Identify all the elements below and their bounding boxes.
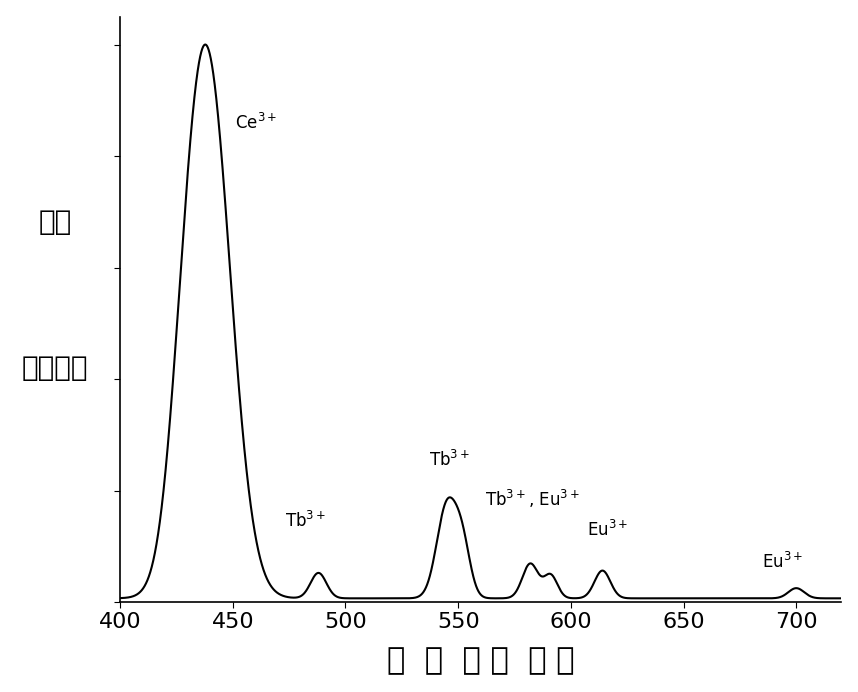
Text: Tb$^{3+}$: Tb$^{3+}$ [285,511,326,531]
Text: Eu$^{3+}$: Eu$^{3+}$ [763,552,804,572]
Text: Tb$^{3+}$: Tb$^{3+}$ [429,450,470,470]
Text: Ce$^{3+}$: Ce$^{3+}$ [235,113,277,133]
Text: Tb$^{3+}$, Eu$^{3+}$: Tb$^{3+}$, Eu$^{3+}$ [486,488,580,510]
Text: 光致: 光致 [39,208,72,235]
Text: 发光强度: 发光强度 [22,354,88,382]
X-axis label: 波  长  （ 纳  米 ）: 波 长 （ 纳 米 ） [387,646,575,675]
Text: Eu$^{3+}$: Eu$^{3+}$ [587,520,628,540]
